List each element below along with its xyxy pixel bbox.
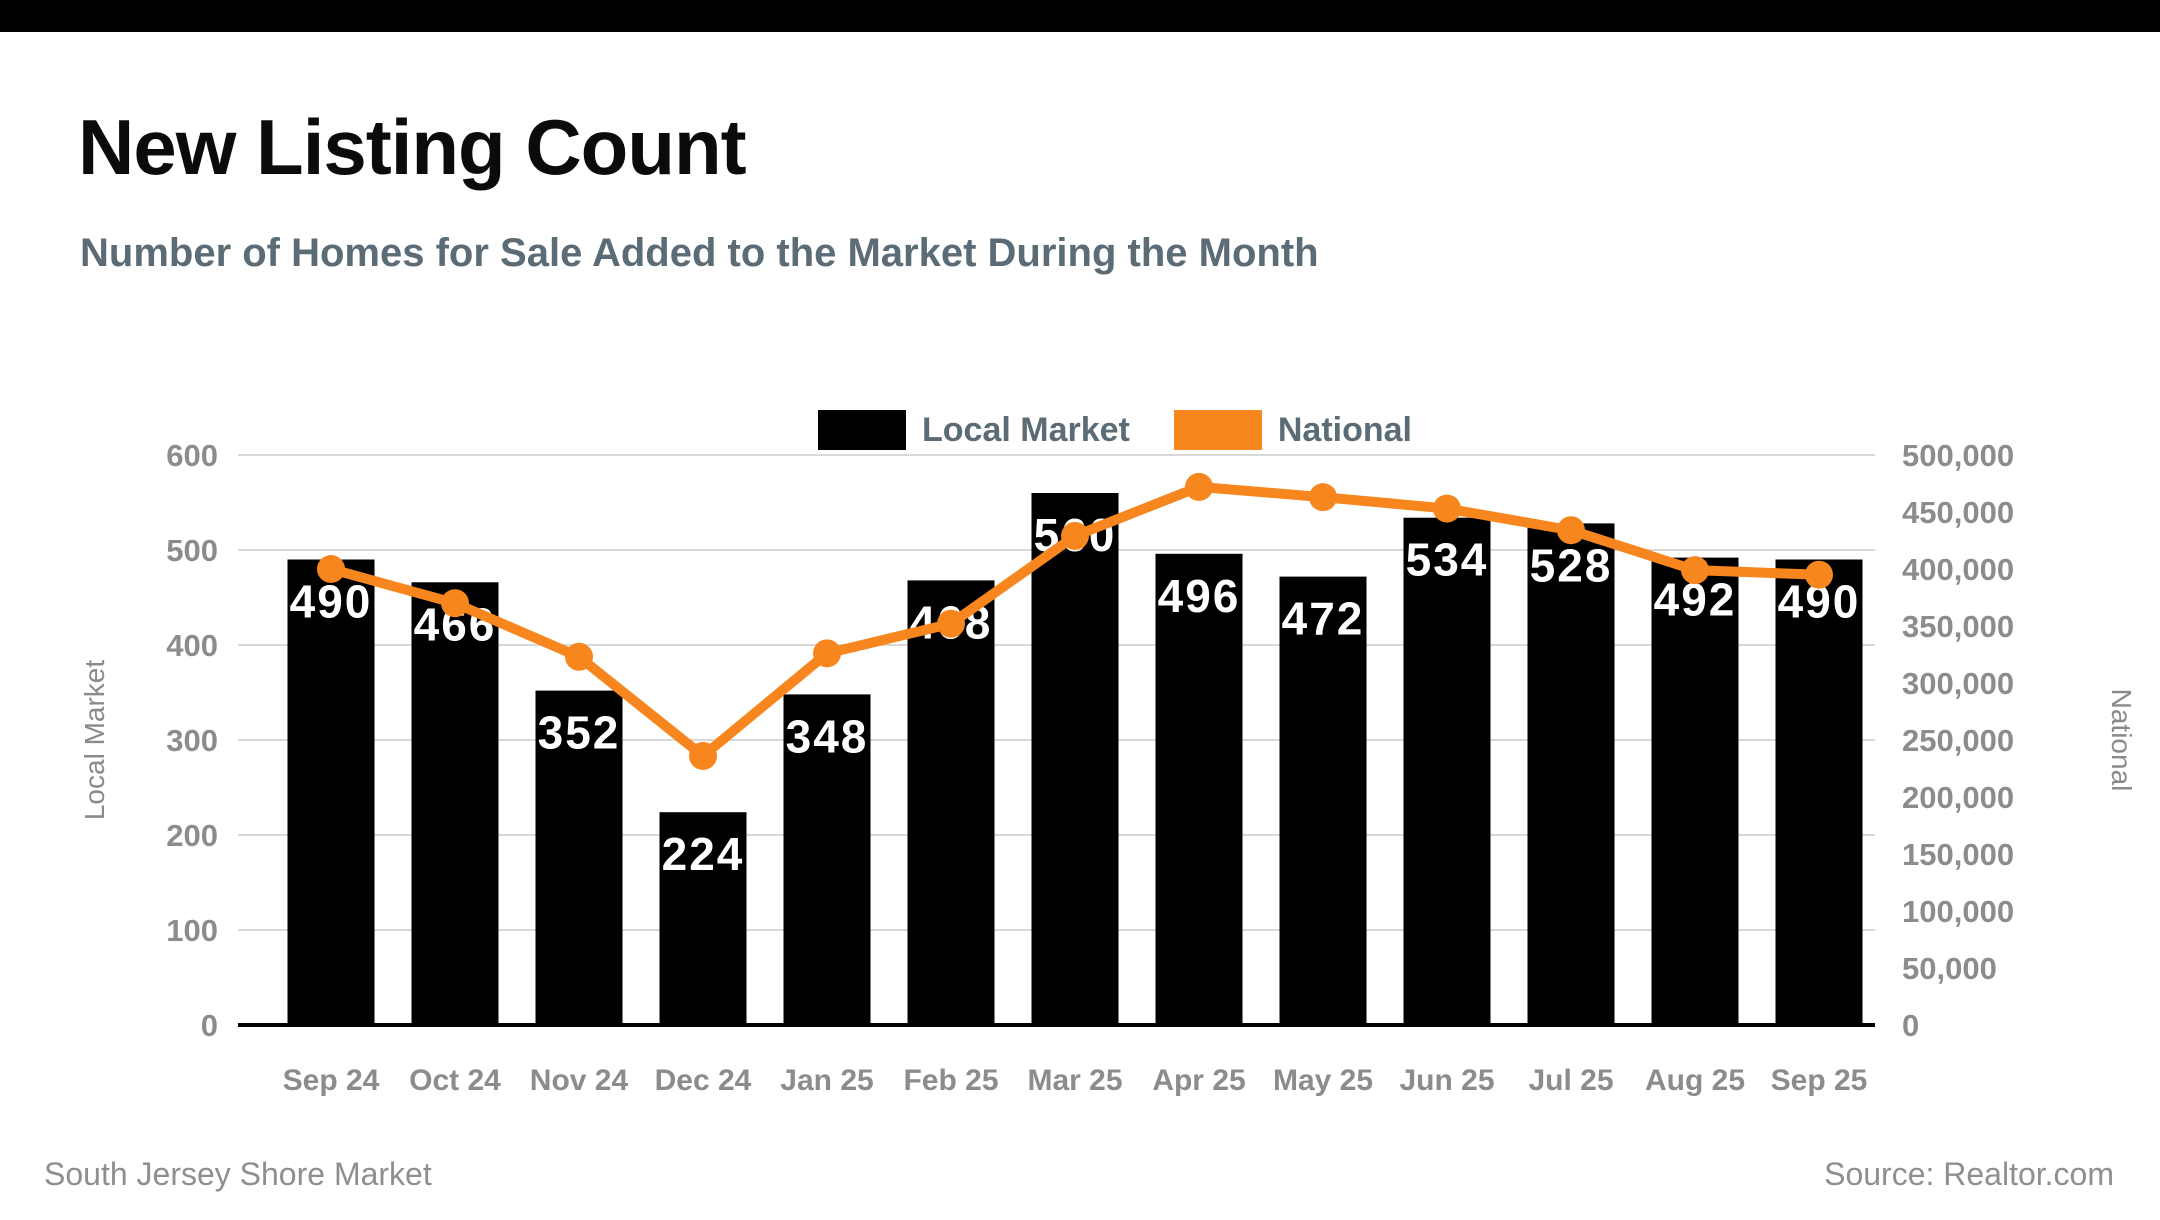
legend-label-local-market: Local Market xyxy=(922,410,1130,449)
bar-value-label: 534 xyxy=(1406,534,1489,586)
right-axis-tick: 250,000 xyxy=(1902,723,2014,758)
page-subtitle: Number of Homes for Sale Added to the Ma… xyxy=(80,231,1319,276)
x-axis-label: Oct 24 xyxy=(409,1064,501,1097)
left-axis-tick: 400 xyxy=(166,628,218,663)
right-axis-tick: 300,000 xyxy=(1902,666,2014,701)
bar-value-label: 352 xyxy=(538,707,621,759)
line-point-Sep 25 xyxy=(1805,560,1833,589)
page-title: New Listing Count xyxy=(78,103,747,192)
line-point-Nov 24 xyxy=(565,642,593,671)
left-axis-tick: 600 xyxy=(166,438,218,473)
left-axis-tick: 300 xyxy=(166,723,218,758)
chart-legend: Local Market National xyxy=(818,410,1412,450)
left-axis-tick: 500 xyxy=(166,533,218,568)
bar-value-label: 490 xyxy=(290,576,373,628)
right-axis-tick: 400,000 xyxy=(1902,552,2014,587)
x-axis-label: Mar 25 xyxy=(1027,1064,1122,1097)
x-axis-label: Sep 24 xyxy=(283,1064,380,1097)
left-axis-tick: 0 xyxy=(201,1008,218,1043)
right-axis-tick: 450,000 xyxy=(1902,495,2014,530)
bar-value-label: 528 xyxy=(1530,539,1613,591)
bar-Jun 25 xyxy=(1403,517,1491,1025)
line-point-Mar 25 xyxy=(1061,521,1089,550)
x-axis-label: Feb 25 xyxy=(903,1064,998,1097)
x-axis-label: Jul 25 xyxy=(1528,1064,1613,1097)
bar-Jan 25 xyxy=(783,694,871,1025)
line-point-Dec 24 xyxy=(689,741,717,770)
top-black-strip xyxy=(0,0,2160,32)
legend-label-national: National xyxy=(1277,410,1412,449)
bar-value-label: 496 xyxy=(1158,570,1241,622)
bar-Sep 25 xyxy=(1775,559,1863,1025)
line-point-Jul 25 xyxy=(1557,516,1585,545)
right-axis-tick: 200,000 xyxy=(1902,780,2014,815)
x-axis-label: Sep 25 xyxy=(1771,1064,1868,1097)
footer-market-label: South Jersey Shore Market xyxy=(44,1156,432,1192)
bar-Mar 25 xyxy=(1031,493,1119,1025)
bar-Aug 25 xyxy=(1651,557,1739,1025)
right-axis-title: National xyxy=(2106,689,2137,792)
x-axis-label: May 25 xyxy=(1273,1064,1373,1097)
bar-Oct 24 xyxy=(411,582,499,1025)
right-axis-tick: 500,000 xyxy=(1902,438,2014,473)
line-point-Aug 25 xyxy=(1681,556,1709,585)
footer-source-label: Source: Realtor.com xyxy=(1824,1156,2114,1192)
left-axis-tick: 200 xyxy=(166,818,218,853)
bar-Dec 24 xyxy=(659,812,747,1025)
x-axis-label: Jun 25 xyxy=(1399,1064,1494,1097)
line-point-Jan 25 xyxy=(813,639,841,668)
bar-Nov 24 xyxy=(535,690,623,1025)
bar-value-label: 224 xyxy=(662,828,745,880)
left-axis-tick: 100 xyxy=(166,913,218,948)
left-axis-title: Local Market xyxy=(79,660,110,821)
bar-Jul 25 xyxy=(1527,523,1615,1025)
line-point-Apr 25 xyxy=(1185,472,1213,501)
bar-Apr 25 xyxy=(1155,553,1243,1025)
right-axis-tick: 100,000 xyxy=(1902,894,2014,929)
bar-value-label: 348 xyxy=(786,710,869,762)
line-point-May 25 xyxy=(1309,483,1337,512)
x-axis-label: Apr 25 xyxy=(1152,1064,1245,1097)
right-axis-tick: 0 xyxy=(1902,1008,1919,1043)
legend-swatch-local-market xyxy=(818,410,906,450)
line-point-Oct 24 xyxy=(441,589,469,618)
bar-Sep 24 xyxy=(287,559,375,1025)
x-axis-label: Aug 25 xyxy=(1645,1064,1745,1097)
x-axis-label: Jan 25 xyxy=(780,1064,873,1097)
line-point-Sep 24 xyxy=(317,555,345,583)
bar-value-label: 472 xyxy=(1282,593,1365,645)
right-axis-tick: 350,000 xyxy=(1902,609,2014,644)
right-axis-tick: 50,000 xyxy=(1902,951,1997,986)
x-axis-label: Dec 24 xyxy=(655,1064,752,1097)
x-axis-label: Nov 24 xyxy=(530,1064,629,1097)
legend-swatch-national xyxy=(1173,410,1262,450)
bar-May 25 xyxy=(1279,576,1367,1025)
bar-Feb 25 xyxy=(907,580,995,1025)
line-point-Jun 25 xyxy=(1433,494,1461,523)
right-axis-tick: 150,000 xyxy=(1902,837,2014,872)
line-point-Feb 25 xyxy=(937,609,965,638)
